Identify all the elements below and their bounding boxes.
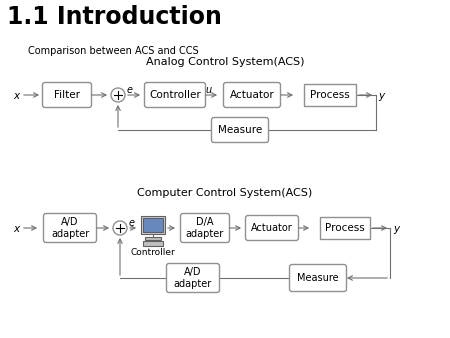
Text: A/D
adapter: A/D adapter (174, 267, 212, 289)
Text: u: u (205, 85, 211, 95)
Text: x: x (13, 224, 19, 234)
Text: y: y (378, 91, 384, 101)
FancyBboxPatch shape (44, 214, 96, 242)
Bar (145, 237, 161, 240)
Text: Comparison between ACS and CCS: Comparison between ACS and CCS (28, 46, 198, 56)
FancyBboxPatch shape (224, 82, 280, 107)
FancyBboxPatch shape (141, 216, 165, 234)
Text: y: y (393, 224, 399, 234)
Text: Actuator: Actuator (230, 90, 274, 100)
Text: Controller: Controller (149, 90, 201, 100)
Text: A/D
adapter: A/D adapter (51, 217, 89, 239)
Text: Analog Control System(ACS): Analog Control System(ACS) (146, 57, 304, 67)
FancyBboxPatch shape (180, 214, 230, 242)
Text: x: x (13, 91, 19, 101)
Bar (143, 218, 163, 232)
Bar (320, 217, 370, 239)
FancyBboxPatch shape (246, 216, 298, 241)
FancyBboxPatch shape (42, 82, 91, 107)
Text: Measure: Measure (218, 125, 262, 135)
FancyBboxPatch shape (289, 265, 346, 291)
Text: e: e (129, 218, 135, 228)
Text: Filter: Filter (54, 90, 80, 100)
Text: Process: Process (325, 223, 365, 233)
Bar (304, 84, 356, 106)
Text: Controller: Controller (130, 248, 176, 257)
Text: Process: Process (310, 90, 350, 100)
FancyBboxPatch shape (144, 82, 206, 107)
Text: Actuator: Actuator (251, 223, 293, 233)
FancyBboxPatch shape (212, 118, 269, 143)
Bar (143, 241, 163, 246)
FancyBboxPatch shape (166, 264, 220, 292)
Text: Measure: Measure (297, 273, 339, 283)
Text: D/A
adapter: D/A adapter (186, 217, 224, 239)
Text: u: u (192, 218, 198, 228)
Text: Computer Control System(ACS): Computer Control System(ACS) (137, 188, 313, 198)
Text: e: e (127, 85, 133, 95)
Text: 1.1 Introduction: 1.1 Introduction (7, 5, 222, 29)
